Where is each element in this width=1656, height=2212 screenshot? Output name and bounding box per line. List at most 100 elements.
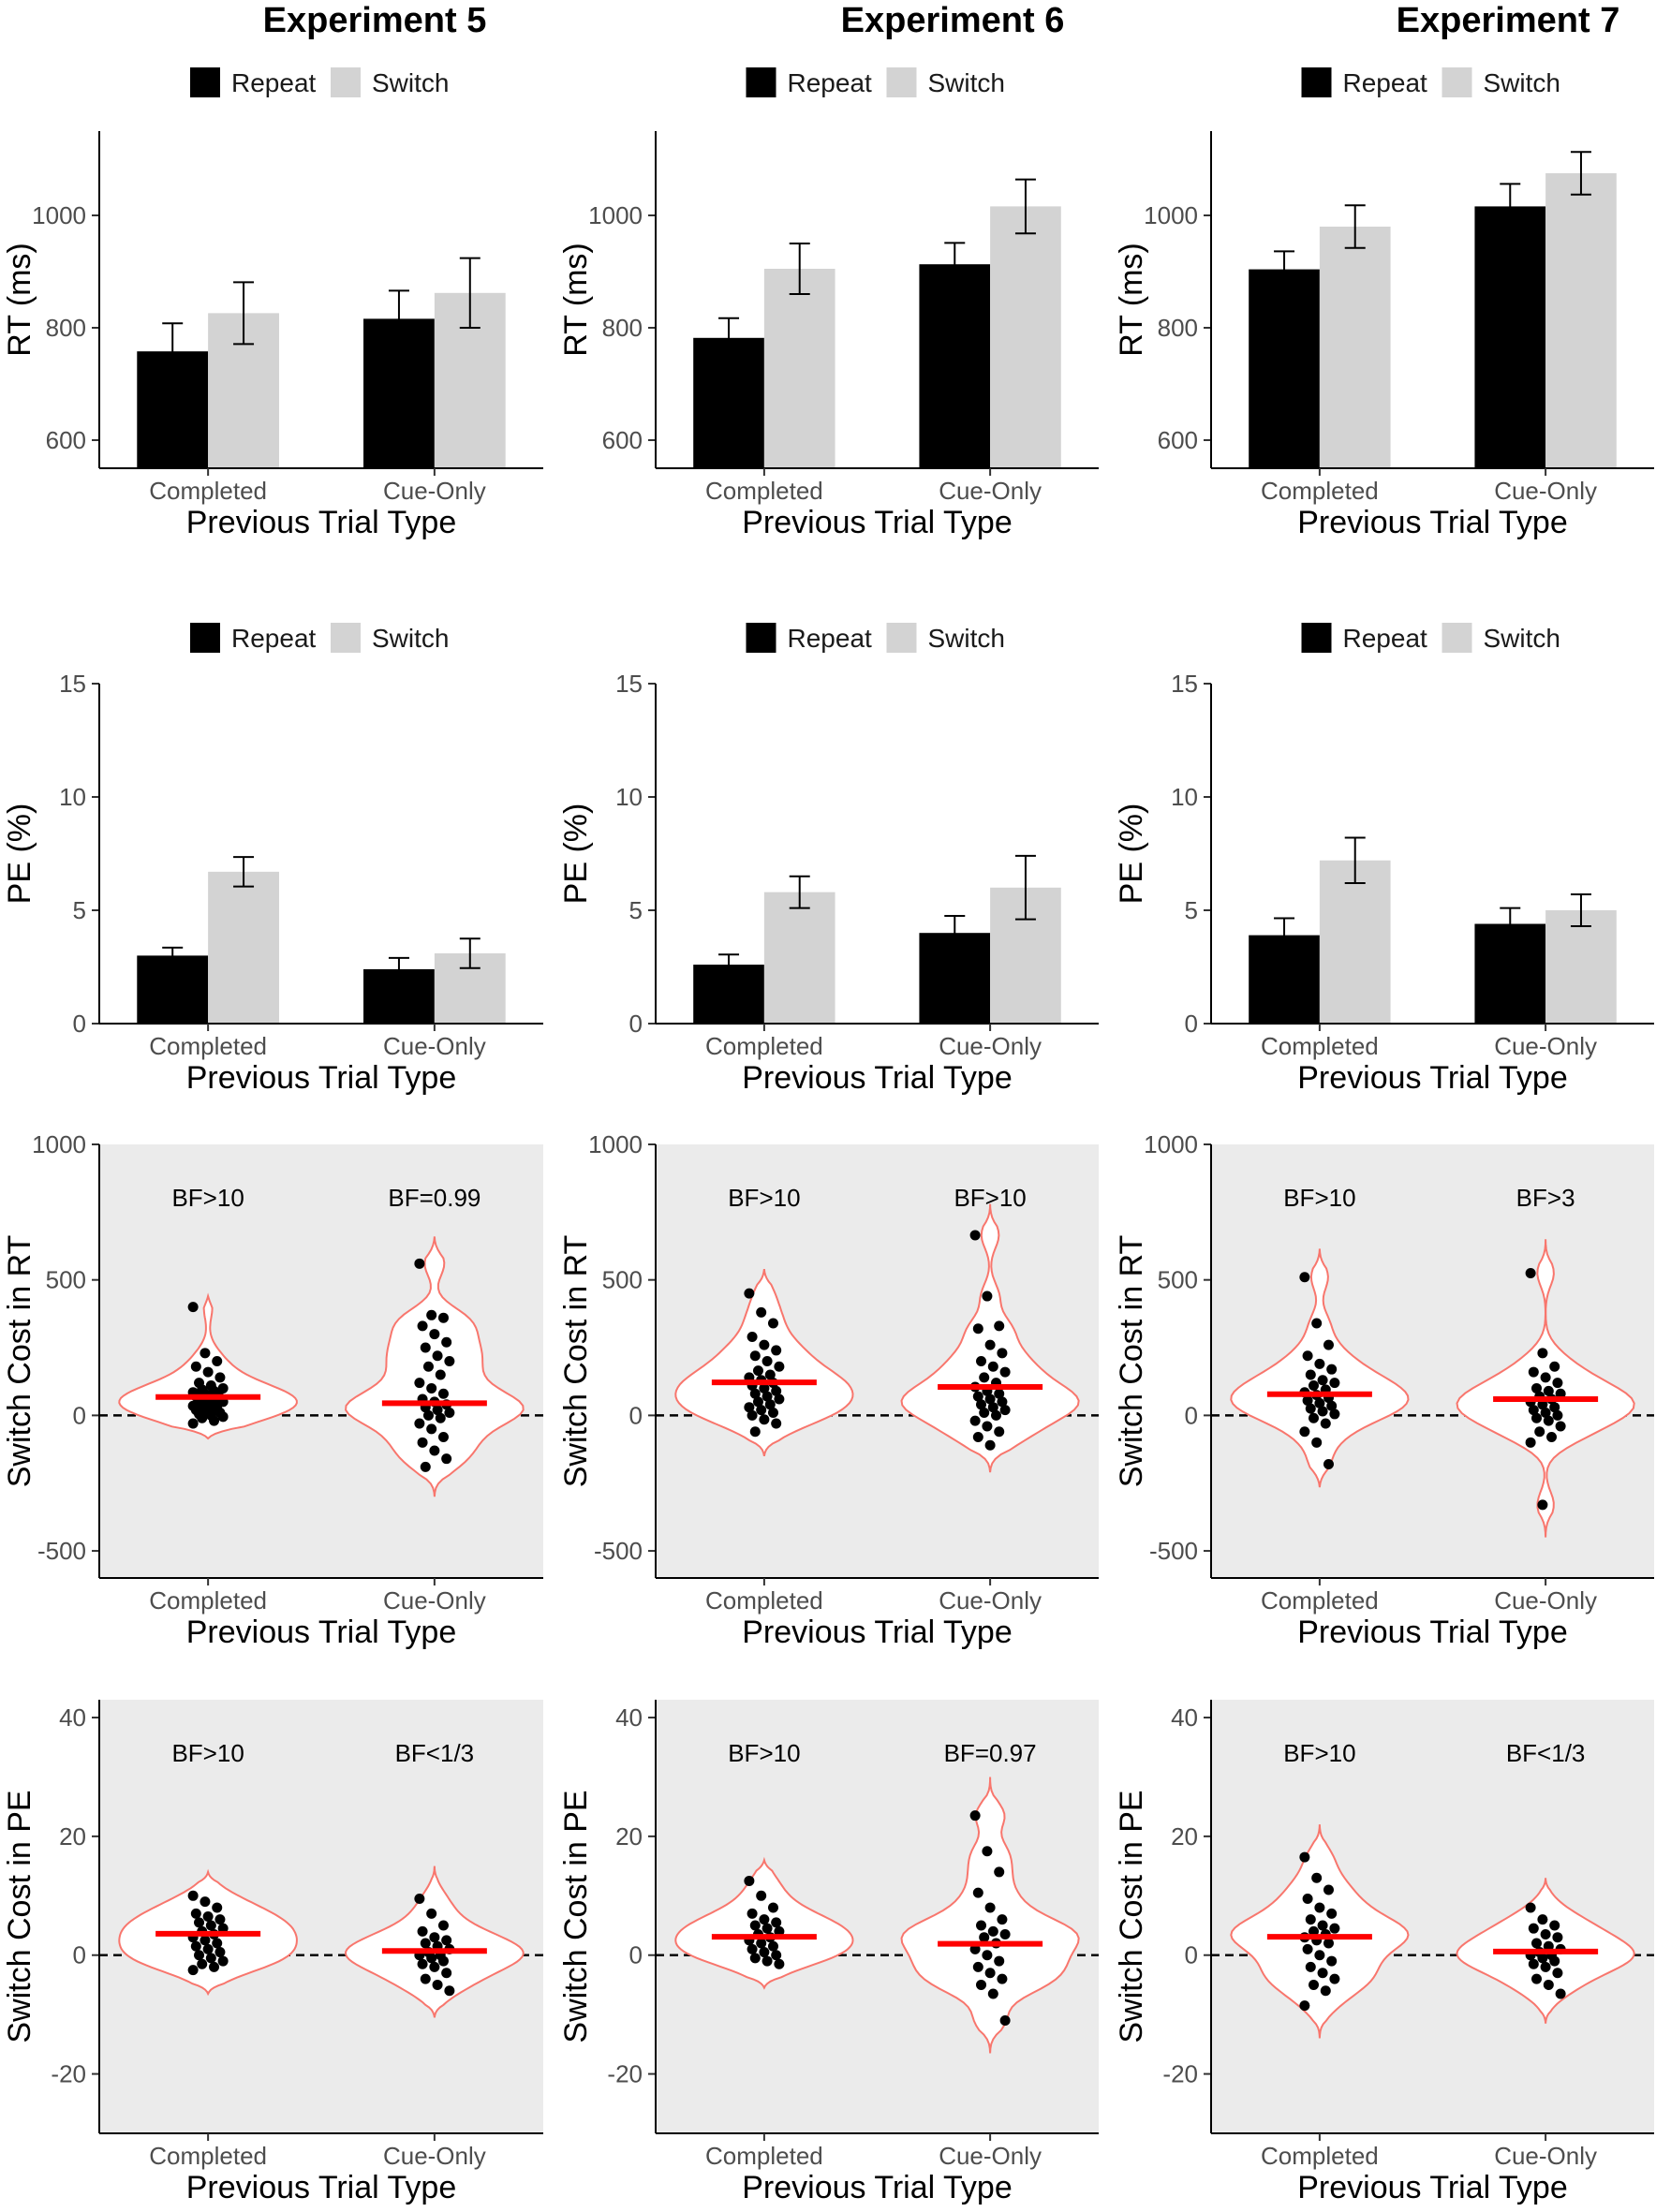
data-point-cue-only — [414, 1893, 425, 1904]
data-point-cue-only — [1555, 1388, 1566, 1399]
data-point-cue-only — [432, 1350, 443, 1362]
data-point-completed — [774, 1361, 785, 1372]
panel-rt-exp7: Repeat Switch 600 800 1000 RT (ms) Completed Cu… — [1114, 67, 1654, 540]
data-point-cue-only — [1531, 1973, 1543, 1984]
x-tick-label-cue-only: Cue-Only — [383, 1032, 486, 1060]
data-point-cue-only — [969, 1810, 981, 1821]
data-point-cue-only — [414, 1418, 425, 1429]
data-point-cue-only — [984, 1339, 996, 1350]
data-point-cue-only — [1555, 1988, 1566, 1999]
data-point-cue-only — [1540, 1929, 1551, 1940]
data-point-cue-only — [984, 1968, 996, 1979]
bar-switch-completed — [763, 892, 835, 1024]
x-tick-label-cue-only: Cue-Only — [383, 2142, 486, 2170]
error-bar-switch-cue-only — [459, 257, 481, 329]
legend: Repeat Switch — [1301, 623, 1560, 653]
data-point-completed — [771, 1917, 782, 1928]
legend-label-switch: Switch — [928, 68, 1005, 97]
x-tick-label-cue-only: Cue-Only — [1494, 477, 1597, 505]
y-tick-label: 500 — [1158, 1266, 1198, 1294]
data-point-completed — [767, 1407, 778, 1418]
error-bar-switch-completed — [1344, 836, 1366, 884]
data-point-cue-only — [1531, 1412, 1543, 1423]
data-point-cue-only — [1549, 1955, 1560, 1967]
y-axis-title: Switch Cost in PE — [558, 1790, 594, 2042]
x-axis-title: Previous Trial Type — [1297, 2170, 1568, 2205]
data-point-completed — [200, 1896, 211, 1908]
error-bar-switch-completed — [789, 243, 810, 295]
y-tick-label: 0 — [629, 1941, 643, 1969]
data-point-completed — [1308, 1979, 1319, 1990]
error-bar-switch-completed — [789, 875, 810, 909]
data-point-completed — [1305, 1961, 1316, 1972]
legend-swatch-repeat — [190, 67, 220, 97]
data-point-completed — [200, 1348, 211, 1359]
legend-swatch-switch — [331, 623, 361, 653]
legend-label-repeat: Repeat — [788, 68, 873, 97]
y-tick-label: -20 — [1162, 2060, 1198, 2088]
data-point-completed — [761, 1391, 773, 1402]
y-tick-label: 1000 — [588, 1130, 643, 1158]
legend-swatch-repeat — [746, 623, 776, 653]
error-bar-repeat-cue-only — [1500, 183, 1521, 230]
data-point-completed — [747, 1908, 758, 1919]
y-tick-label: 500 — [602, 1266, 643, 1294]
data-point-completed — [1326, 1400, 1338, 1411]
y-tick-label: 15 — [59, 670, 86, 698]
y-axis-title: Switch Cost in RT — [558, 1235, 594, 1488]
x-tick-label-completed: Completed — [1261, 1586, 1379, 1615]
data-point-completed — [214, 1947, 226, 1958]
data-point-cue-only — [1552, 1968, 1563, 1979]
panel-rt-exp5: Repeat Switch 600 800 1000 RT (ms) Completed Cu… — [2, 67, 543, 540]
data-point-completed — [202, 1943, 214, 1954]
bf-label-completed: BF>10 — [171, 1184, 244, 1212]
data-point-cue-only — [1552, 1409, 1563, 1421]
bar-switch-cue-only — [1545, 173, 1617, 468]
x-axis-title: Previous Trial Type — [186, 1060, 457, 1096]
data-point-cue-only — [441, 1336, 452, 1348]
error-bar-repeat-completed — [162, 322, 184, 381]
data-point-completed — [1329, 1973, 1340, 1984]
panel-rtcost-exp7: -500 0 500 1000 Switch Cost in RT BF>10 BF>3 Co… — [1114, 1130, 1654, 1650]
x-axis-title: Previous Trial Type — [742, 1615, 1013, 1650]
data-point-completed — [749, 1350, 761, 1362]
data-point-cue-only — [972, 1323, 983, 1335]
legend-label-switch: Switch — [372, 68, 449, 97]
data-point-cue-only — [994, 1955, 1005, 1967]
legend-label-switch: Switch — [372, 624, 449, 653]
data-point-completed — [205, 1953, 216, 1964]
data-point-completed — [752, 1396, 763, 1408]
legend-swatch-repeat — [1301, 623, 1332, 653]
y-tick-label: 10 — [59, 783, 86, 811]
y-tick-label: 15 — [1171, 670, 1198, 698]
data-point-cue-only — [1540, 1407, 1551, 1418]
data-point-completed — [759, 1414, 770, 1425]
data-point-cue-only — [417, 1320, 428, 1332]
violin-cue-only — [900, 1203, 1080, 1473]
data-point-cue-only — [426, 1423, 437, 1435]
data-point-cue-only — [437, 1388, 449, 1399]
data-point-cue-only — [1531, 1938, 1543, 1949]
x-tick-label-completed: Completed — [149, 477, 267, 505]
x-tick-label-cue-only: Cue-Only — [1494, 1586, 1597, 1615]
error-bar-switch-cue-only — [1014, 178, 1036, 235]
data-point-cue-only — [982, 1421, 993, 1432]
data-point-completed — [1314, 1397, 1325, 1408]
data-point-cue-only — [999, 1405, 1011, 1416]
data-point-completed — [190, 1940, 201, 1952]
y-tick-label: 0 — [73, 1401, 86, 1429]
data-point-completed — [1326, 1908, 1338, 1919]
data-point-completed — [761, 1356, 773, 1366]
bf-label-completed: BF>10 — [728, 1739, 800, 1767]
y-tick-label: 1000 — [1144, 201, 1198, 229]
data-point-completed — [1326, 1955, 1338, 1967]
data-point-cue-only — [441, 1935, 452, 1946]
error-bar-switch-cue-only — [1570, 893, 1591, 927]
data-point-completed — [759, 1947, 770, 1958]
bar-switch-completed — [1319, 860, 1391, 1024]
bar-switch-cue-only — [1545, 910, 1617, 1024]
x-axis-title: Previous Trial Type — [742, 505, 1013, 540]
y-tick-label: 500 — [46, 1266, 86, 1294]
error-bar-repeat-cue-only — [944, 915, 966, 951]
